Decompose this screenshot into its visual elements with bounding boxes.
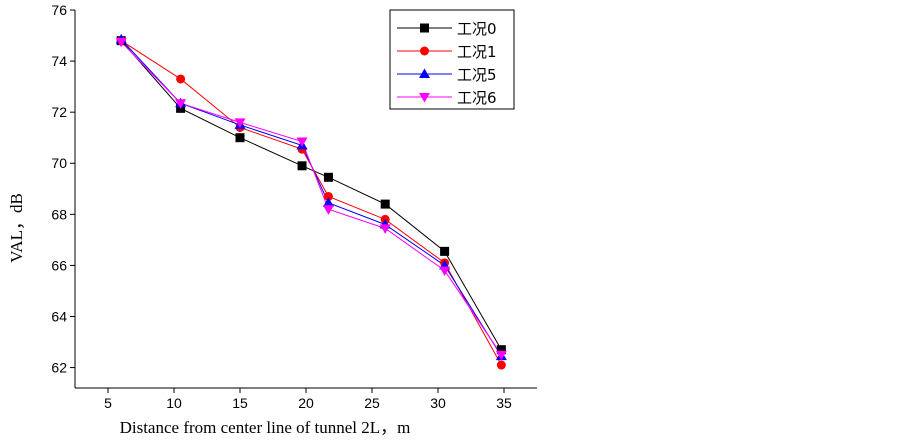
data-point <box>440 246 450 256</box>
legend-marker <box>419 93 430 103</box>
y-tick-label: 70 <box>51 155 67 171</box>
x-tick-label: 15 <box>232 395 248 411</box>
data-point <box>495 350 507 361</box>
series-line-0 <box>120 40 502 350</box>
data-point <box>175 99 187 109</box>
data-point <box>115 37 127 48</box>
data-point <box>496 360 506 370</box>
data-point <box>439 266 451 277</box>
data-point <box>380 199 390 209</box>
data-point <box>379 224 391 234</box>
data-point <box>235 133 245 143</box>
legend-box <box>389 9 515 110</box>
data-point <box>296 137 308 148</box>
series-line-1 <box>120 40 502 366</box>
y-tick-label: 66 <box>51 257 67 273</box>
x-tick-label: 35 <box>496 395 512 411</box>
x-tick-label: 5 <box>104 395 112 411</box>
ticks: 5 10 15 20 25 30 35 62 64 66 68 70 72 74 76 <box>51 2 512 411</box>
y-axis-title: VAL，dB <box>7 193 26 263</box>
legend-label: 工况0 <box>457 20 497 38</box>
series-line-3 <box>120 41 502 356</box>
y-tick-label: 74 <box>51 53 67 69</box>
legend-label: 工况1 <box>457 43 497 61</box>
legend-marker <box>420 46 429 56</box>
x-tick-label: 25 <box>364 395 380 411</box>
x-tick-label: 10 <box>166 395 182 411</box>
data-point <box>234 118 246 128</box>
data-point <box>322 197 334 207</box>
y-tick-label: 76 <box>51 2 67 18</box>
legend-marker <box>419 68 430 78</box>
data-point <box>322 205 334 215</box>
x-tick-label: 30 <box>430 395 446 411</box>
legend-label: 工况5 <box>457 66 497 84</box>
legend-marker <box>420 23 429 33</box>
y-tick-label: 72 <box>51 104 67 120</box>
series-markers <box>115 33 507 370</box>
legend-label: 工况6 <box>457 89 497 107</box>
y-tick-label: 62 <box>51 360 67 376</box>
data-point <box>297 161 307 171</box>
data-point <box>323 191 333 201</box>
legend: 工况0 工况1 工况5 工况6 <box>389 9 515 110</box>
data-point <box>176 74 186 84</box>
data-point <box>496 345 506 355</box>
data-point <box>323 172 333 182</box>
y-tick-label: 68 <box>51 206 67 222</box>
y-tick-label: 64 <box>51 308 67 324</box>
x-tick-label: 20 <box>298 395 314 411</box>
x-axis-title: Distance from center line of tunnel 2L，m <box>120 418 411 437</box>
series-lines <box>120 39 502 366</box>
